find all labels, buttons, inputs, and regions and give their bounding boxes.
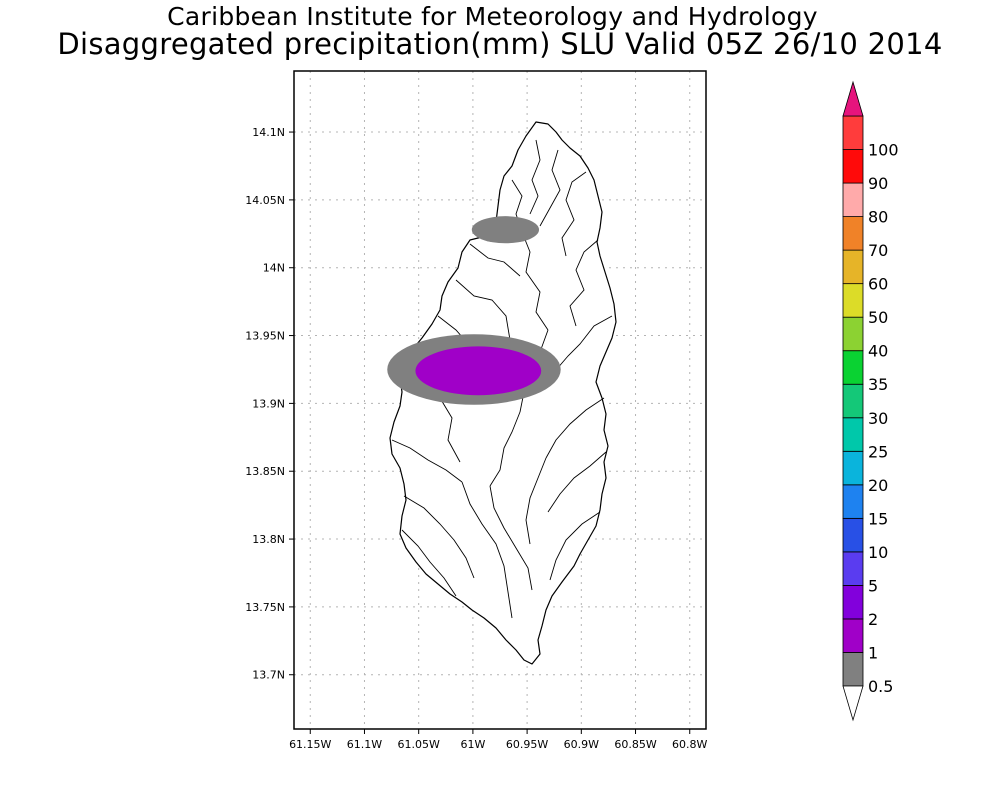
river: [403, 495, 475, 579]
lon-tick-label: 61.1W: [347, 738, 382, 751]
colorbar-segment: [842, 517, 864, 553]
longitude-axis: 61.15W 61.1W 61.05W 61W 60.95W 60.9W 60.85W 60.…: [289, 729, 708, 751]
colorbar-segment: [842, 115, 864, 150]
colorbar-segment: [842, 216, 864, 251]
colorbar-segment: [842, 618, 864, 653]
river: [455, 279, 511, 341]
colorbar-label: 30: [868, 409, 888, 428]
colorbar-label: 70: [868, 241, 888, 260]
colorbar-segment: [842, 316, 864, 352]
colorbar-label: 80: [868, 208, 888, 227]
colorbar-under-arrow: [842, 685, 864, 722]
lon-tick-label: 61.15W: [289, 738, 331, 751]
river: [529, 139, 541, 215]
colorbar-segment: [842, 652, 864, 687]
colorbar-segment: [842, 383, 864, 419]
lat-tick-label: 13.85N: [245, 465, 285, 478]
precipitation-areas: [387, 216, 561, 405]
colorbar-segment: [842, 585, 864, 620]
colorbar-segment: [842, 484, 864, 519]
river: [547, 451, 607, 513]
colorbar-segment: [842, 182, 864, 217]
river: [489, 411, 521, 487]
lat-tick-label: 13.75N: [245, 601, 285, 614]
lon-tick-label: 60.95W: [506, 738, 548, 751]
river: [521, 231, 549, 331]
lon-tick-label: 60.9W: [564, 738, 599, 751]
lat-tick-label: 13.8N: [252, 533, 285, 546]
chart-title: Caribbean Institute for Meteorology and …: [167, 2, 818, 31]
lat-tick-label: 13.7N: [252, 669, 285, 682]
lon-tick-label: 61.05W: [397, 738, 439, 751]
colorbar-label: 100: [868, 141, 899, 160]
lon-tick-label: 60.85W: [614, 738, 656, 751]
river: [489, 485, 533, 591]
lat-tick-label: 14.05N: [245, 194, 285, 207]
colorbar-label: 20: [868, 476, 888, 495]
colorbar-segment: [842, 283, 864, 318]
colorbar-segment: [842, 450, 864, 486]
precip-area-1-2: [415, 346, 542, 396]
river: [539, 149, 561, 227]
river: [469, 243, 521, 277]
colorbar-label: 2: [868, 610, 878, 629]
colorbar-segment: [842, 249, 864, 285]
river: [561, 171, 587, 257]
colorbar-label: 35: [868, 375, 888, 394]
lon-tick-label: 60.8W: [672, 738, 707, 751]
chart-subtitle: Disaggregated precipitation(mm) SLU Vali…: [57, 27, 943, 61]
colorbar-label: 25: [868, 442, 888, 461]
lat-tick-label: 13.95N: [245, 330, 285, 343]
river: [555, 315, 613, 371]
river: [545, 397, 605, 459]
colorbar-label: 10: [868, 543, 888, 562]
precip-area-0.5-1: [471, 216, 540, 244]
colorbar-label: 5: [868, 576, 878, 595]
river: [391, 439, 463, 483]
lat-tick-label: 14.1N: [252, 126, 285, 139]
colorbar-label: 1: [868, 643, 878, 662]
latitude-axis: 14.1N 14.05N 14N 13.95N 13.9N 13.85N 13.8N 13.7…: [245, 126, 294, 682]
colorbar-segment: [842, 149, 864, 184]
colorbar-segment: [842, 417, 864, 452]
colorbar-over-arrow: [842, 80, 864, 117]
river: [401, 529, 457, 597]
colorbar-segment: [842, 350, 864, 385]
colorbar-segment: [842, 551, 864, 586]
map-frame: [293, 70, 707, 730]
river: [549, 511, 601, 581]
colorbar-label: 0.5: [868, 677, 893, 696]
colorbar-label: 15: [868, 509, 888, 528]
lat-tick-label: 13.9N: [252, 397, 285, 410]
river: [569, 239, 599, 327]
colorbar-label: 40: [868, 342, 888, 361]
lat-tick-label: 14N: [263, 262, 285, 275]
colorbar-label: 90: [868, 174, 888, 193]
colorbar-label: 50: [868, 308, 888, 327]
lon-tick-label: 61W: [460, 738, 485, 751]
river: [461, 481, 513, 619]
river: [525, 457, 547, 545]
colorbar-label: 60: [868, 275, 888, 294]
